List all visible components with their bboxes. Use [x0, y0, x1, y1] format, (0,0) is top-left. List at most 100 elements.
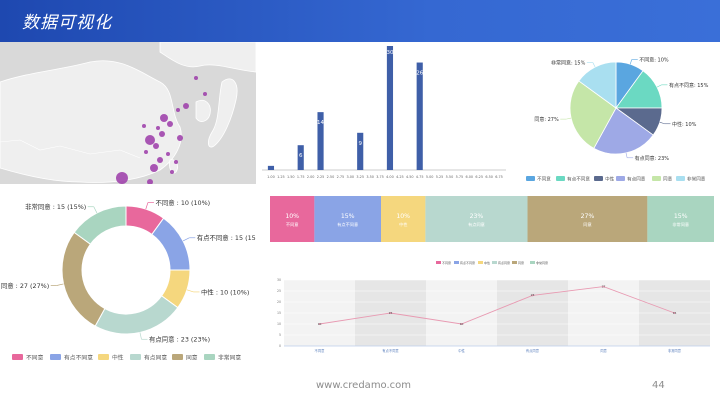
- map-landmass-china: [0, 60, 182, 183]
- donut-legend-label: 非常同意: [218, 354, 241, 362]
- donut-legend-label: 不同意: [26, 354, 44, 362]
- histogram-bars: [267, 46, 423, 170]
- map-bubble: [160, 114, 168, 122]
- pie-legend: 不同意 有点不同意 中性 有点同意 同意 非常同意: [526, 176, 706, 183]
- histogram-tick-label: 6.50: [485, 175, 493, 179]
- donut-slices: [61, 205, 191, 335]
- pie-slice: [569, 80, 617, 149]
- donut-callout-line: [139, 332, 142, 340]
- histogram-bar: [267, 165, 275, 170]
- line-y-tick-label: 30: [277, 278, 281, 282]
- line-x-tick-label: 同意: [600, 348, 607, 353]
- histogram-tick-label: 6.25: [475, 175, 483, 179]
- pie-legend-swatch: [616, 176, 625, 181]
- line-legend-swatch: [478, 261, 483, 264]
- line-point-label: 23: [531, 293, 535, 297]
- histogram-tick-label: 3.00: [347, 175, 355, 179]
- line-legend-label: 不同意: [442, 260, 451, 265]
- histogram-tick-label: 6.75: [495, 175, 503, 179]
- pie-callout-line: [566, 117, 572, 120]
- pie-legend-label: 有点不同意: [567, 176, 590, 183]
- histogram-tick-label: 3.75: [376, 175, 384, 179]
- stacked-bar-category: 非常同意: [672, 221, 689, 228]
- pie-slices: [569, 61, 663, 155]
- donut-legend-swatch: [130, 354, 141, 360]
- donut-slice: [73, 205, 127, 245]
- donut-callouts: 不同意 : 10 (10%) 有点不同意 : 15 (15%) 中性 : 10 (1…: [1, 198, 264, 344]
- line-point: [389, 312, 392, 314]
- map-bubble: [159, 131, 165, 137]
- map-bubble: [142, 124, 146, 128]
- histogram-tick-label: 4.25: [396, 175, 404, 179]
- line-legend-swatch: [454, 261, 459, 264]
- donut-slice-label: 有点不同意 : 15 (15%): [197, 233, 256, 242]
- histogram-tick-label: 4.75: [416, 175, 424, 179]
- histogram-tick-label: 5.25: [436, 175, 444, 179]
- map-bubble: [145, 135, 155, 145]
- line-y-tick-label: 25: [277, 289, 281, 293]
- line-x-tick-label: 非常同意: [668, 348, 682, 353]
- pie-callout-line: [629, 59, 633, 65]
- histogram-tick-label: 1.75: [297, 175, 305, 179]
- histogram-data-label: 14: [317, 120, 324, 126]
- map-bubble: [166, 152, 170, 156]
- line-point: [318, 323, 321, 325]
- stacked-bar-percent: 10%: [285, 213, 299, 220]
- histogram-data-label: 9: [358, 141, 362, 147]
- line-x-tick-labels: 不同意 有点不同意 中性 有点同意 同意 非常同意: [315, 348, 682, 353]
- pie-legend-swatch: [526, 176, 535, 181]
- map-bubble: [183, 103, 189, 109]
- histogram-tick-labels: 1.00 1.25 1.50 1.75 2.00 2.25 2.50 2.75 3.00 3.25…: [267, 175, 503, 179]
- map-bubble: [156, 126, 160, 130]
- line-y-tick-label: 0: [279, 344, 281, 348]
- map-bubble: [203, 92, 207, 96]
- histogram-chart: 6 14 9 30 26 1.00 1.25 1.50 1.75 2.00 2.25 2.50 2.7…: [262, 46, 506, 179]
- line-point: [673, 312, 676, 314]
- histogram-tick-label: 6.00: [466, 175, 474, 179]
- stacked-bar-panel: 10% 不同意 15% 有点不同意 10% 中性 23% 有点同意 27% 同意 15% 非常同意: [270, 196, 714, 244]
- pie-chart: 不同意: 10% 有点不同意: 15% 中性: 10% 有点同意: 23% 同意: 27…: [526, 56, 709, 183]
- line-point-label: 15: [673, 311, 677, 315]
- histogram-tick-label: 3.50: [366, 175, 374, 179]
- histogram-tick-label: 2.50: [327, 175, 335, 179]
- footer-url[interactable]: www.credamo.com: [316, 380, 412, 391]
- histogram-data-label: 6: [299, 153, 303, 159]
- page-title: 数据可视化: [22, 13, 112, 33]
- line-legend-label: 非常同意: [536, 260, 548, 265]
- donut-callout-line: [93, 206, 98, 214]
- stacked-bar-segment: [647, 196, 714, 242]
- histogram-tick-label: 5.75: [456, 175, 464, 179]
- line-legend-swatch: [512, 261, 517, 264]
- donut-legend-label: 同意: [186, 354, 198, 362]
- line-point-label: 27: [602, 284, 606, 288]
- stacked-bar-category: 不同意: [286, 221, 299, 228]
- map-bubble: [153, 143, 159, 149]
- histogram-tick-label: 1.00: [267, 175, 275, 179]
- pie-legend-label: 中性: [605, 176, 615, 183]
- line-y-tick-label: 20: [277, 300, 281, 304]
- histogram-tick-label: 5.50: [446, 175, 454, 179]
- pie-slice-label: 不同意: 10%: [639, 56, 669, 63]
- stacked-bar-segment: [381, 196, 426, 242]
- stacked-bar-segment: [527, 196, 648, 242]
- map-bubble: [170, 170, 174, 174]
- donut-slice: [94, 295, 179, 335]
- line-legend-label: 有点同意: [498, 260, 510, 265]
- donut-legend-swatch: [12, 354, 23, 360]
- line-x-tick-label: 中性: [458, 348, 465, 353]
- histogram-data-labels: 6 14 9 30 26: [299, 50, 424, 159]
- stacked-bar-segment: [270, 196, 315, 242]
- line-point: [531, 294, 534, 297]
- pie-slice-label: 有点同意: 23%: [635, 155, 670, 162]
- map-bubble: [147, 179, 153, 184]
- bubble-map-panel: [0, 42, 256, 184]
- pie-callout-line: [659, 121, 665, 125]
- pie-callout-line: [656, 84, 662, 88]
- line-y-tick-label: 5: [279, 333, 281, 337]
- histogram-bar: [297, 145, 304, 170]
- pie-legend-label: 不同意: [537, 176, 551, 183]
- stacked-bar-segment: [425, 196, 528, 242]
- stacked-bar-category: 同意: [583, 221, 591, 228]
- line-x-tick-label: 有点同意: [526, 348, 540, 353]
- pie-callout-line: [592, 62, 596, 68]
